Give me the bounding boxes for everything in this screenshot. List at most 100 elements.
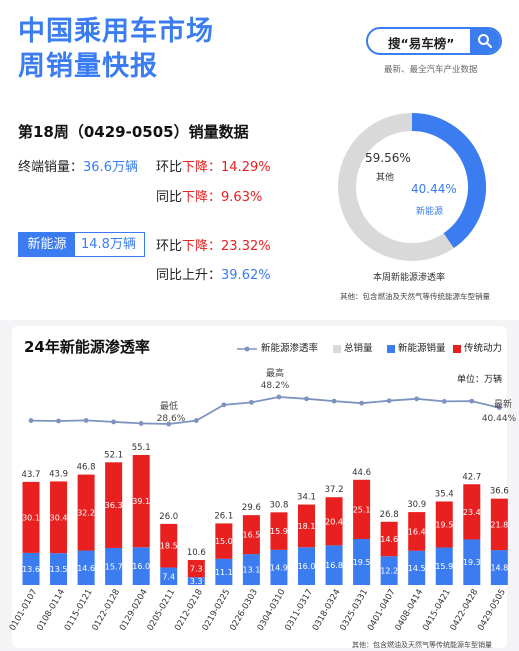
nev-sales-box: 新能源 14.8万辆 xyxy=(18,232,145,257)
label-ice: 14.6 xyxy=(380,535,398,544)
category-tick-label: 0408-0414 xyxy=(393,588,425,633)
bar-nev xyxy=(490,550,508,585)
legend-nev: 新能源销量 xyxy=(387,340,446,354)
penetration-point xyxy=(83,418,89,423)
terminal-mom: 环比下降：14.29% xyxy=(156,160,271,175)
label-ice: 15.9 xyxy=(270,527,288,536)
bar-ice xyxy=(270,512,288,550)
donut-nev-label: 新能源 xyxy=(416,207,444,217)
label-ice: 19.5 xyxy=(435,520,453,529)
bar-ice xyxy=(408,512,426,551)
label-nev: 15.9 xyxy=(435,562,453,571)
label-nev: 11.1 xyxy=(215,568,233,577)
penetration-point xyxy=(166,421,172,427)
bar-nev xyxy=(380,556,398,585)
label-ice: 36.3 xyxy=(105,501,123,510)
donut-caption: 本周新能源渗透率 xyxy=(373,273,446,283)
label-total: 34.1 xyxy=(297,493,316,503)
nev-mom: 环比下降：23.32% xyxy=(156,239,271,254)
category-tick-label: 0115-0121 xyxy=(63,588,95,633)
label-total: 36.6 xyxy=(490,487,509,497)
bar-nev xyxy=(435,547,453,585)
label-total: 42.7 xyxy=(462,472,481,482)
square-blue-icon xyxy=(387,344,395,353)
donut-other-pct: 59.56% xyxy=(365,151,411,165)
bar-ice xyxy=(160,523,178,568)
square-gray-icon xyxy=(333,344,341,353)
label-nev: 7.4 xyxy=(162,572,175,581)
search-button[interactable] xyxy=(470,29,500,53)
penetration-point xyxy=(386,398,392,404)
label-nev: 3.3 xyxy=(190,577,203,586)
label-ice: 18.5 xyxy=(160,542,178,551)
annotation-low-value: 28.6% xyxy=(157,414,186,424)
search-box[interactable]: 搜“易车榜” xyxy=(366,27,502,55)
label-ice: 30.1 xyxy=(22,513,40,522)
bar-ice xyxy=(105,462,123,548)
bar-nev xyxy=(463,539,481,585)
label-total: 29.6 xyxy=(242,503,261,513)
category-tick-label: 0226-0303 xyxy=(228,588,260,633)
label-nev: 19.3 xyxy=(463,558,481,567)
bar-ice xyxy=(435,501,453,548)
label-total: 52.1 xyxy=(104,450,123,460)
bar-ice xyxy=(50,481,68,554)
bar-nev xyxy=(215,558,233,585)
nev-yoy: 同比上升：39.62% xyxy=(156,268,271,283)
category-tick-label: 0205-0211 xyxy=(146,588,178,633)
label-ice: 39.1 xyxy=(132,497,150,506)
label-ice: 20.4 xyxy=(325,517,343,526)
bar-nev xyxy=(353,538,371,585)
label-total: 37.2 xyxy=(325,485,344,495)
label-nev: 19.5 xyxy=(353,558,371,567)
week-title: 第18周（0429-0505）销量数据 xyxy=(18,123,249,141)
label-ice: 23.4 xyxy=(463,508,481,517)
penetration-point xyxy=(441,399,447,404)
bar-nev xyxy=(242,554,260,585)
search-subtitle: 最新、最全汽车产业数据 xyxy=(384,65,478,75)
label-ice: 30.4 xyxy=(50,513,68,522)
bar-ice xyxy=(22,481,40,553)
square-red-icon xyxy=(453,344,461,353)
annotation-low-label: 最低 xyxy=(160,400,178,412)
label-nev: 13.1 xyxy=(242,566,260,575)
label-total: 26.8 xyxy=(380,510,399,520)
search-label: 搜“易车榜” xyxy=(388,36,455,51)
annotation-latest-value: 40.44% xyxy=(482,414,517,424)
bar-ice xyxy=(132,455,150,548)
label-total: 30.8 xyxy=(269,500,288,510)
bar-nev xyxy=(77,550,95,585)
chart-title: 24年新能源渗透率 xyxy=(24,338,150,356)
legend-ice: 传统动力 xyxy=(453,340,502,354)
label-nev: 16.0 xyxy=(298,562,316,571)
label-total: 30.9 xyxy=(407,500,426,510)
category-tick-label: 0325-0331 xyxy=(338,588,370,633)
label-nev: 13.6 xyxy=(22,565,40,574)
penetration-line xyxy=(30,396,500,425)
legend-penetration: 新能源渗透率 xyxy=(236,340,318,354)
penetration-point xyxy=(249,399,254,405)
category-tick-label: 0108-0114 xyxy=(35,588,67,633)
label-ice: 7.3 xyxy=(190,565,203,574)
label-nev: 14.6 xyxy=(77,564,95,573)
category-tick-label: 0101-0107 xyxy=(8,588,40,633)
line-marker-icon xyxy=(237,346,257,351)
category-tick-label: 0318-0324 xyxy=(311,588,343,633)
penetration-point xyxy=(193,418,199,423)
label-nev: 14.8 xyxy=(490,564,508,573)
bar-ice xyxy=(325,497,343,546)
bar-ice xyxy=(187,559,205,578)
donut-note: 其他：包含燃油及天然气等传统能源车型销量 xyxy=(340,292,490,301)
category-tick-label: 0122-0128 xyxy=(90,588,122,633)
bar-nev xyxy=(408,550,426,585)
penetration-point xyxy=(276,394,282,400)
bar-nev xyxy=(298,547,315,585)
bar-nev xyxy=(22,552,40,585)
annotation-high-value: 48.2% xyxy=(261,381,290,391)
search-icon xyxy=(478,34,492,48)
label-total: 26.1 xyxy=(214,511,233,521)
bar-ice xyxy=(490,498,508,551)
penetration-point xyxy=(496,405,502,411)
label-nev: 15.7 xyxy=(105,562,123,571)
